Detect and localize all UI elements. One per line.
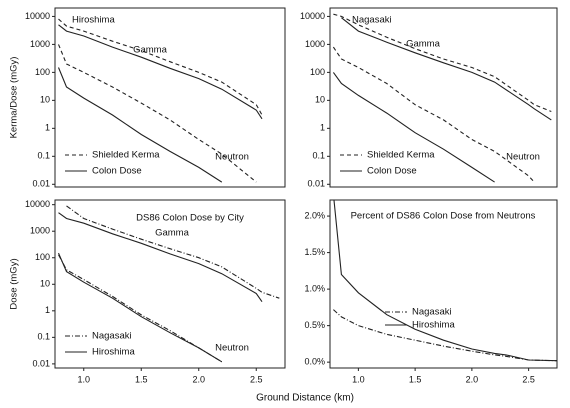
y-tick-label: 2.0% [304, 210, 325, 220]
y-tick-label: 10000 [300, 11, 325, 21]
data-line [57, 252, 223, 363]
annotation: Gamma [155, 228, 190, 239]
y-tick-label: 0.5% [304, 320, 325, 330]
y-axis-label: Kerma/Dose (mGy) [9, 57, 20, 139]
x-tick-label: 2.0 [466, 374, 479, 384]
x-tick-label: 1.0 [77, 374, 90, 384]
legend-label: Colon Dose [92, 166, 142, 177]
y-tick-label: 0.1 [37, 332, 50, 342]
plot-frame [329, 199, 558, 369]
x-tick-label: 2.0 [192, 374, 205, 384]
legend-label: Hiroshima [92, 347, 135, 358]
x-tick-label: 2.5 [250, 374, 263, 384]
data-line [58, 24, 263, 120]
data-line [332, 46, 535, 183]
panel-title: Percent of DS86 Colon Dose from Neutrons [351, 211, 536, 222]
legend-label: Hiroshima [412, 320, 455, 331]
y-tick-label: 0.01 [32, 358, 50, 368]
legend-label: Colon Dose [367, 166, 417, 177]
data-line [57, 44, 257, 183]
x-axis-label: Ground Distance (km) [256, 393, 354, 404]
y-axis-label: Dose (mGy) [9, 258, 20, 309]
y-tick-label: 0.1 [312, 151, 325, 161]
y-tick-label: 10 [40, 279, 50, 289]
y-tick-label: 1.5% [304, 247, 325, 257]
y-tick-label: 0.01 [32, 179, 50, 189]
y-tick-label: 100 [35, 67, 50, 77]
y-tick-label: 10 [315, 95, 325, 105]
plot-frame [54, 7, 286, 188]
data-line [57, 67, 223, 183]
y-tick-label: 1000 [305, 39, 325, 49]
y-tick-label: 0.01 [307, 179, 325, 189]
panel-title: Hiroshima [72, 15, 115, 26]
data-line [332, 72, 495, 183]
data-line [341, 17, 552, 121]
annotation: Neutron [215, 343, 249, 354]
legend-label: Nagasaki [412, 307, 452, 318]
x-tick-label: 1.5 [409, 374, 422, 384]
y-tick-label: 100 [35, 252, 50, 262]
x-tick-label: 1.5 [135, 374, 148, 384]
y-tick-label: 10 [40, 95, 50, 105]
y-tick-label: 10000 [25, 199, 50, 209]
x-tick-label: 2.5 [522, 374, 535, 384]
y-tick-label: 0.0% [304, 357, 325, 367]
data-line [333, 200, 557, 362]
legend-label: Nagasaki [92, 331, 132, 342]
data-line [333, 309, 557, 362]
data-line [58, 212, 263, 303]
y-tick-label: 1 [45, 305, 50, 315]
annotation: Gamma [133, 45, 168, 56]
y-tick-label: 100 [310, 67, 325, 77]
panel-title: DS86 Colon Dose by City [136, 213, 244, 224]
data-line [66, 205, 280, 299]
data-line [333, 13, 552, 113]
legend-label: Shielded Kerma [367, 150, 435, 161]
legend-label: Shielded Kerma [92, 150, 160, 161]
x-tick-label: 1.0 [352, 374, 365, 384]
annotation: Neutron [506, 152, 540, 163]
panel-title: Nagasaki [352, 15, 392, 26]
y-tick-label: 1000 [30, 39, 50, 49]
annotation: Gamma [406, 39, 441, 50]
annotation: Neutron [215, 152, 249, 163]
data-line [58, 254, 223, 363]
y-tick-label: 1000 [30, 226, 50, 236]
y-tick-label: 1 [45, 123, 50, 133]
y-tick-label: 1 [320, 123, 325, 133]
data-line [58, 18, 263, 116]
plot-frame [329, 7, 558, 188]
y-tick-label: 1.0% [304, 283, 325, 293]
y-tick-label: 10000 [25, 11, 50, 21]
y-tick-label: 0.1 [37, 151, 50, 161]
